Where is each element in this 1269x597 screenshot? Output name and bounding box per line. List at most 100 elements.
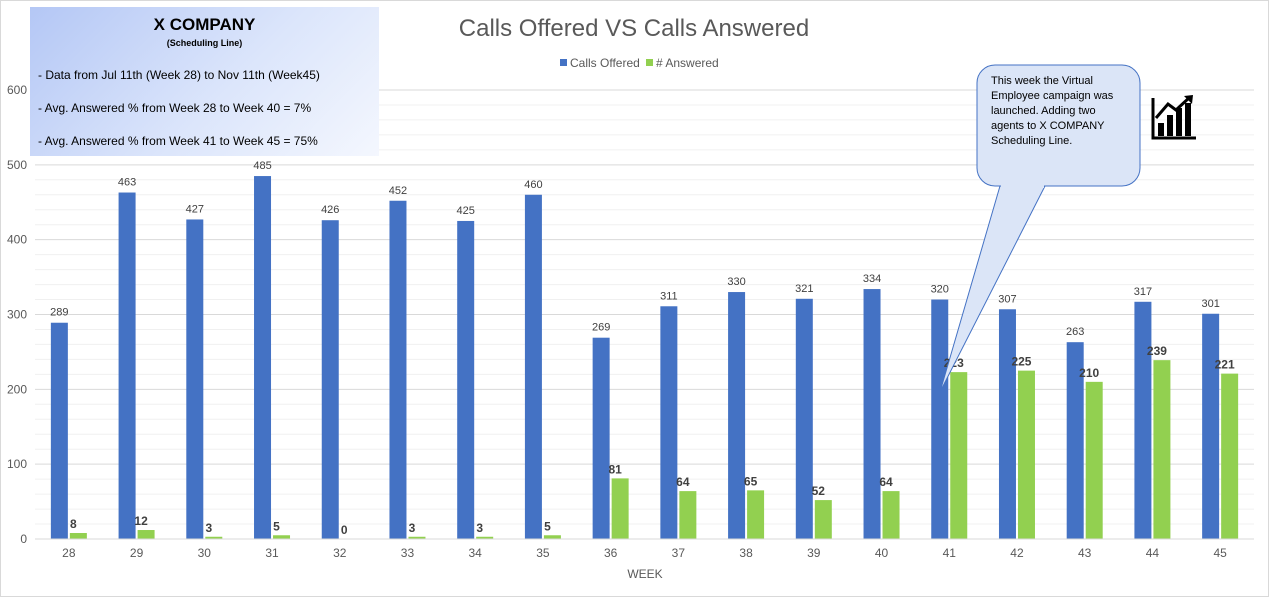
bar-answered [882,491,900,539]
bar-answered [1085,381,1103,539]
bar-answered [679,491,697,539]
info-box-title: X COMPANY [153,15,256,34]
bar-answered [814,500,832,539]
data-label-answered: 52 [812,484,826,498]
data-label-answered: 210 [1079,366,1099,380]
data-label-calls-offered: 289 [50,307,68,319]
callout-text: This week the Virtual Employee campaign … [991,75,1114,147]
bar-chart-growth-icon [1151,95,1196,140]
y-tick-label: 0 [20,532,27,546]
x-tick-label: 43 [1078,546,1092,560]
data-label-calls-offered: 320 [931,284,949,296]
bar-answered [476,536,494,539]
data-label-calls-offered: 485 [253,160,271,172]
data-label-calls-offered: 330 [727,276,745,288]
bar-calls-offered [795,298,813,539]
bar-calls-offered [524,194,542,539]
bar-calls-offered [118,192,136,539]
data-label-answered: 239 [1147,344,1167,358]
legend: Calls Offered # Answered [560,56,719,70]
data-label-answered: 64 [879,475,893,489]
callout-bubble [939,64,1141,393]
data-label-answered: 221 [1215,358,1235,372]
bar-answered [950,372,968,539]
x-tick-label: 40 [875,546,889,560]
bar-answered [408,536,426,539]
info-box-subtitle: (Scheduling Line) [166,38,243,48]
bar-answered [205,536,223,539]
x-tick-label: 45 [1213,546,1227,560]
bar-calls-offered [1134,301,1152,539]
bar-calls-offered [998,309,1016,539]
x-tick-label: 28 [62,546,76,560]
y-tick-label: 300 [7,308,27,322]
legend-label-answered: # Answered [656,56,719,70]
bar-calls-offered [728,292,746,539]
bars: 289 8 463 12 427 3 485 5 426 0 452 3 425 3 460 5 269 81 31… [50,160,1239,540]
data-label-calls-offered: 460 [524,179,542,191]
x-tick-label: 29 [130,546,144,560]
y-tick-label: 400 [7,233,27,247]
y-tick-label: 100 [7,457,27,471]
bar-calls-offered [1066,342,1084,539]
x-tick-label: 42 [1010,546,1024,560]
bar-calls-offered [50,322,68,539]
x-tick-label: 35 [536,546,550,560]
data-label-calls-offered: 426 [321,204,339,216]
data-label-calls-offered: 311 [660,290,678,302]
x-tick-label: 30 [198,546,212,560]
y-tick-label: 600 [7,83,27,97]
data-label-calls-offered: 321 [795,283,813,295]
x-tick-label: 36 [604,546,618,560]
bar-calls-offered [660,306,678,539]
x-tick-label: 41 [943,546,957,560]
gridlines [35,89,1254,525]
bar-calls-offered [1202,313,1220,539]
bar-calls-offered [186,219,204,539]
data-label-calls-offered: 317 [1134,286,1152,298]
bar-calls-offered [389,200,407,539]
legend-swatch-answered [646,59,653,66]
legend-swatch-calls-offered [560,59,567,66]
y-axis: 0 100 200 300 400 500 600 [7,83,27,546]
bar-calls-offered [321,220,339,539]
bar-calls-offered [254,176,272,539]
bar-calls-offered [457,220,475,540]
data-label-answered: 225 [1011,355,1031,369]
bar-calls-offered [863,289,881,539]
data-label-answered: 3 [205,521,212,535]
bar-answered [69,533,87,539]
x-tick-label: 37 [672,546,686,560]
data-label-calls-offered: 307 [998,293,1016,305]
x-tick-label: 38 [739,546,753,560]
x-tick-label: 34 [469,546,483,560]
bar-answered [611,478,629,539]
x-tick-label: 44 [1146,546,1160,560]
y-tick-label: 500 [7,158,27,172]
data-label-calls-offered: 301 [1201,298,1219,310]
x-axis-label: WEEK [627,567,662,581]
bar-answered [543,535,561,539]
bar-calls-offered [931,299,949,539]
bar-calls-offered [592,337,610,539]
bar-answered [137,530,155,539]
x-axis: 28 29 30 31 32 33 34 35 36 37 38 39 40 41 42 43 44 45 [35,538,1254,560]
bar-answered [747,490,765,539]
x-tick-label: 33 [401,546,415,560]
data-label-answered: 3 [476,521,483,535]
data-label-calls-offered: 263 [1066,326,1084,338]
info-line-avg-after: - Avg. Answered % from Week 41 to Week 4… [38,134,318,148]
data-label-answered: 3 [409,521,416,535]
x-tick-label: 39 [807,546,821,560]
chart-title: Calls Offered VS Calls Answered [459,15,809,42]
legend-label-calls-offered: Calls Offered [570,56,640,70]
x-tick-label: 32 [333,546,347,560]
data-label-answered: 5 [273,519,280,533]
bar-answered [273,535,291,539]
info-line-date-range: - Data from Jul 11th (Week 28) to Nov 11… [38,68,320,82]
data-label-calls-offered: 452 [389,185,407,197]
data-label-answered: 5 [544,519,551,533]
data-label-answered: 81 [608,462,622,476]
data-label-calls-offered: 463 [118,177,136,189]
